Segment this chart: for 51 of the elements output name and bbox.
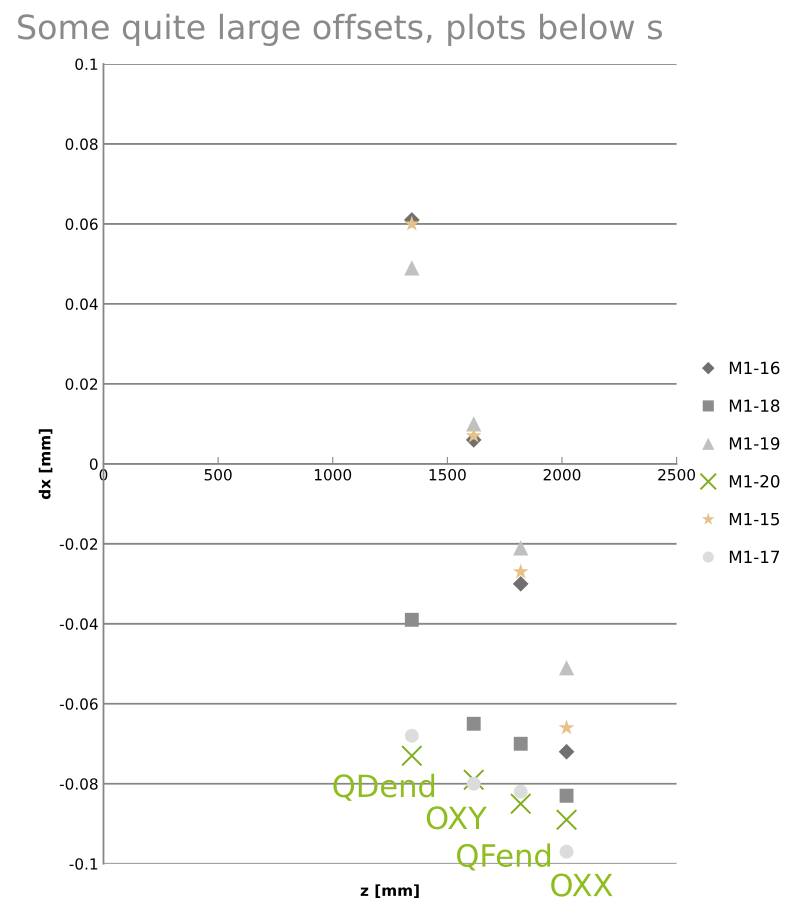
point xyxy=(558,719,574,735)
point xyxy=(512,576,529,592)
point xyxy=(466,716,481,731)
chart-title: Some quite large offsets, plots below s xyxy=(18,14,662,46)
point xyxy=(463,769,484,790)
x-tick-label: 2500 xyxy=(658,468,696,481)
point xyxy=(514,784,528,799)
point xyxy=(510,793,532,814)
x-tick-label: 500 xyxy=(204,468,232,481)
point xyxy=(466,428,482,443)
y-tick-label: -0.1 xyxy=(70,858,98,870)
point xyxy=(404,728,419,743)
text: OXX xyxy=(551,873,612,897)
y-tick-label: -0.08 xyxy=(60,778,98,790)
y-axis-title: dx [mm] xyxy=(38,429,52,500)
legend-label: M1-19 xyxy=(730,437,780,450)
legend-label: M1-18 xyxy=(730,399,780,412)
legend-label: M1-16 xyxy=(730,362,780,374)
point xyxy=(466,776,481,791)
point xyxy=(404,612,419,627)
point xyxy=(560,788,574,803)
y-tick-label: 0.06 xyxy=(66,218,98,230)
point xyxy=(401,745,423,766)
point xyxy=(560,844,574,859)
point xyxy=(404,260,420,276)
point xyxy=(512,563,529,579)
y-tick-label: -0.02 xyxy=(60,538,98,550)
point xyxy=(556,809,578,830)
x-tick-label: 2000 xyxy=(544,468,580,481)
point xyxy=(558,660,574,676)
point xyxy=(404,216,420,231)
y-tick-label: -0.04 xyxy=(60,618,98,630)
annotation: OXY xyxy=(426,806,487,830)
legend-label: M1-15 xyxy=(730,513,780,526)
legend-label: M1-20 xyxy=(730,474,780,488)
point xyxy=(466,416,482,432)
x-tick-label: 1000 xyxy=(314,468,352,481)
point xyxy=(558,744,574,760)
y-tick-label: -0.06 xyxy=(60,698,98,710)
x-tick-label: 1500 xyxy=(430,468,466,481)
y-tick-label: 0.1 xyxy=(75,58,98,70)
legend-label: M1-17 xyxy=(730,550,780,563)
y-tick-label: 0.08 xyxy=(66,138,98,150)
annotation: QFend xyxy=(457,843,550,870)
y-tick-label: 0.04 xyxy=(66,298,98,310)
point xyxy=(514,736,528,751)
annotation: QDend xyxy=(333,774,434,801)
x-axis-title: z [mm] xyxy=(360,884,419,898)
y-tick-label: 0 xyxy=(90,458,98,470)
point xyxy=(513,540,528,556)
y-tick-label: 0.02 xyxy=(66,378,98,390)
